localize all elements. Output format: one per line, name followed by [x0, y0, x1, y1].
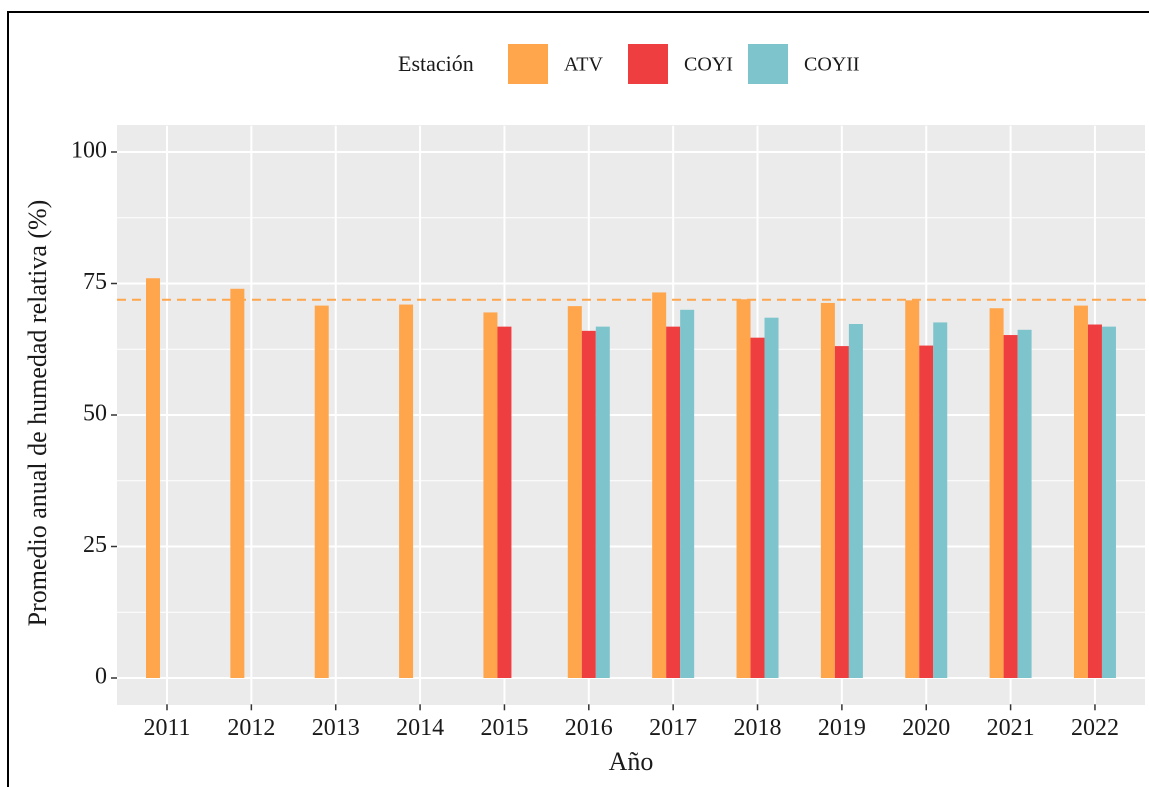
bar — [820, 302, 835, 678]
x-tick-label: 2011 — [143, 715, 190, 741]
bar — [1087, 324, 1102, 678]
legend-title: Estación — [398, 51, 474, 76]
bar — [652, 292, 667, 678]
x-tick-label: 2021 — [987, 715, 1035, 741]
bar — [905, 300, 920, 678]
bar — [146, 278, 160, 678]
legend-label: COYI — [684, 54, 733, 76]
legend-key — [748, 44, 788, 84]
bar — [497, 326, 512, 678]
x-tick-label: 2018 — [734, 715, 782, 741]
bar — [933, 322, 948, 678]
bar — [567, 306, 582, 678]
x-tick-label: 2020 — [902, 715, 950, 741]
legend-label: ATV — [564, 54, 603, 76]
x-tick-label: 2019 — [818, 715, 866, 741]
y-tick-label: 0 — [95, 664, 107, 690]
x-tick-label: 2012 — [227, 715, 275, 741]
y-tick-label: 50 — [83, 401, 107, 427]
bar — [1073, 305, 1088, 678]
y-tick-label: 75 — [83, 269, 107, 295]
bar — [666, 326, 681, 678]
bar — [581, 330, 596, 678]
bar — [399, 304, 414, 678]
x-tick-label: 2017 — [649, 715, 697, 741]
bar — [483, 312, 498, 678]
bar — [848, 324, 863, 678]
x-tick-label: 2013 — [312, 715, 360, 741]
y-tick-label: 100 — [71, 138, 107, 164]
x-axis-title: Año — [609, 747, 654, 776]
x-tick-label: 2014 — [396, 715, 444, 741]
bar — [750, 337, 765, 678]
bar — [1101, 326, 1116, 678]
bar — [595, 326, 610, 678]
legend-key — [628, 44, 668, 84]
bar — [314, 305, 329, 678]
x-tick-label: 2016 — [565, 715, 613, 741]
bar — [736, 299, 751, 678]
bar — [834, 346, 849, 678]
bar — [764, 317, 779, 678]
bar — [1003, 335, 1018, 678]
bar — [989, 308, 1004, 678]
x-tick-label: 2022 — [1071, 715, 1119, 741]
y-tick-label: 25 — [83, 532, 107, 558]
bar — [230, 288, 245, 678]
legend-label: COYII — [804, 54, 860, 76]
bar — [680, 309, 695, 678]
x-tick-label: 2015 — [480, 715, 528, 741]
legend-key — [508, 44, 548, 84]
y-axis-title: Promedio anual de humedad relativa (%) — [23, 200, 52, 627]
bar — [1017, 329, 1032, 678]
bar — [919, 345, 934, 678]
